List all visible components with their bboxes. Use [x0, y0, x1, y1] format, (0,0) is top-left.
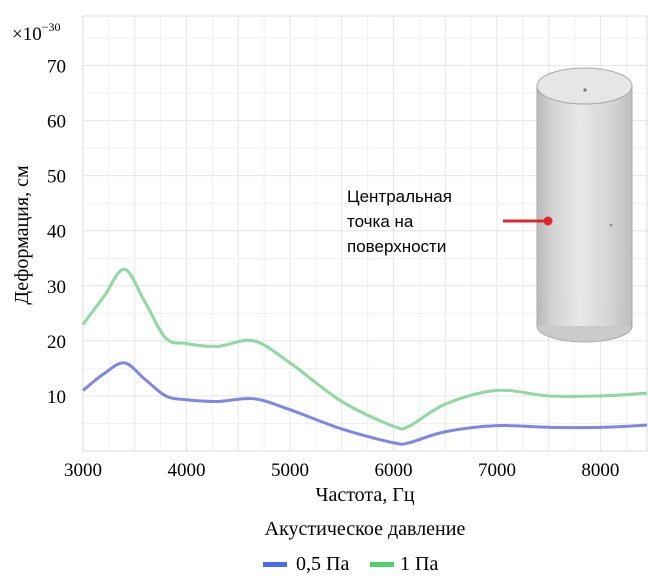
- series-line-1: [81, 267, 648, 431]
- y-tick-label: 20: [47, 332, 66, 353]
- y-tick-label: 50: [47, 167, 66, 188]
- y-tick-labels: 10 20 30 40 50 60 70: [47, 57, 66, 408]
- y-axis-title: Деформация, см: [11, 165, 33, 305]
- x-axis-title: Частота, Гц: [315, 484, 414, 506]
- y-tick-label: 10: [47, 387, 66, 408]
- legend-label-series-1: 1 Па: [400, 553, 438, 575]
- y-tick-label: 40: [47, 222, 66, 243]
- x-tick-label: 8000: [581, 460, 619, 481]
- annotation-marker: [543, 216, 553, 226]
- annotation-line-1: Центральная: [347, 187, 452, 206]
- y-tick-label: 70: [47, 57, 66, 78]
- annotation-line-2: точка на: [347, 212, 414, 231]
- legend-title: Акустическое давление: [265, 518, 466, 540]
- x-tick-label: 5000: [271, 460, 309, 481]
- x-tick-label: 3000: [64, 460, 102, 481]
- cylinder-illustration: [536, 67, 633, 343]
- x-tick-labels: 3000 4000 5000 6000 7000 8000: [64, 460, 619, 481]
- annotation-line-3: поверхности: [347, 237, 446, 256]
- legend-label-series-0: 0,5 Па: [296, 553, 349, 575]
- y-multiplier-exponent: −30: [42, 20, 61, 34]
- x-tick-label: 7000: [478, 460, 516, 481]
- plot-frame: [82, 15, 648, 452]
- series-line-0: [82, 361, 648, 446]
- y-tick-label: 60: [47, 112, 66, 133]
- legend: Акустическое давление 0,5 Па 1 Па: [263, 518, 465, 575]
- legend-swatch-series-0: [263, 562, 287, 567]
- legend-swatch-series-1: [370, 562, 394, 567]
- x-tick-label: 4000: [167, 460, 205, 481]
- x-tick-label: 6000: [374, 460, 412, 481]
- y-multiplier: ×10−30: [12, 20, 61, 45]
- y-tick-label: 30: [47, 277, 66, 298]
- series-layer: [81, 267, 648, 446]
